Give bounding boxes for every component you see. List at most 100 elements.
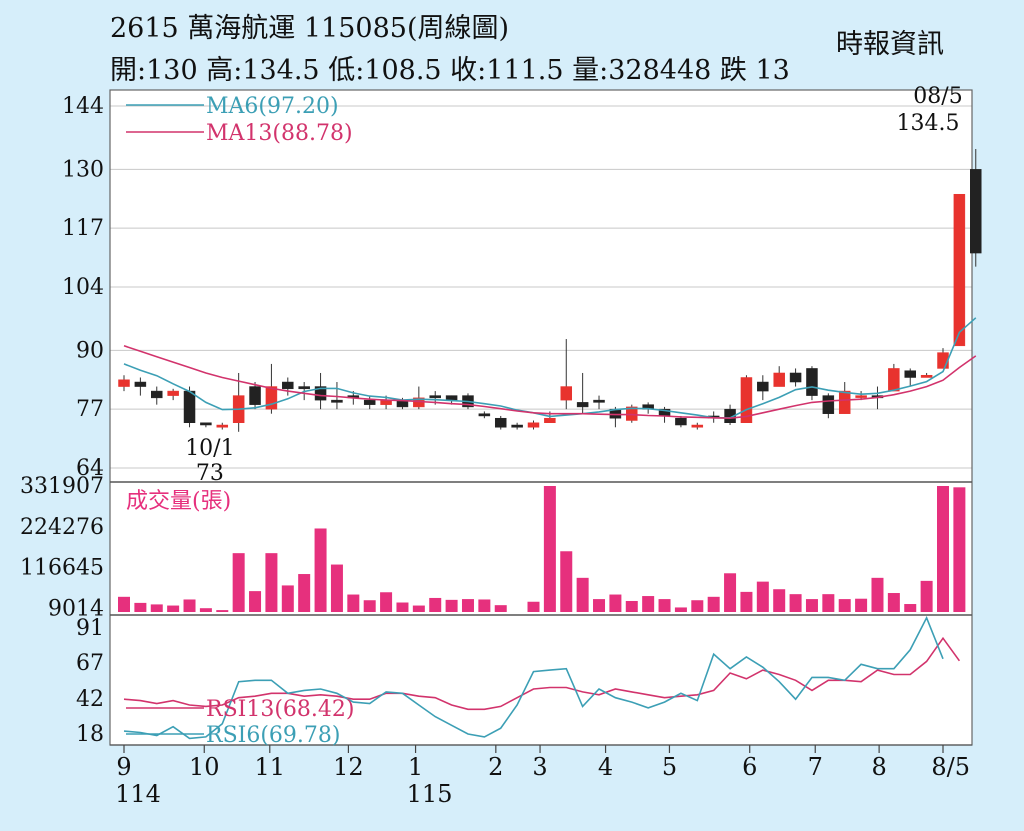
candle-body	[298, 386, 310, 390]
rsi13-legend: RSI13(68.42)	[206, 697, 354, 722]
x-tick-label: 11	[255, 753, 286, 781]
candle-body	[216, 424, 229, 428]
candle-body	[134, 381, 147, 387]
candle-body	[970, 169, 982, 254]
volume-bar	[855, 598, 868, 612]
x-year-label: 115	[407, 780, 453, 808]
ma6-legend: MA6(97.20)	[206, 94, 339, 119]
chart-title: 2615 萬海航運 115085(周線圖)	[110, 13, 510, 44]
ma6-line	[123, 317, 977, 419]
candle-body	[822, 395, 835, 414]
candle-body	[183, 390, 196, 424]
rsi6-legend: RSI6(69.78)	[206, 723, 340, 748]
candle-body	[511, 424, 523, 428]
volume-bar	[249, 591, 262, 612]
candle-body	[314, 386, 327, 401]
volume-bar	[937, 486, 949, 612]
volume-bar	[593, 599, 606, 612]
ma13-line	[123, 345, 977, 420]
rsi-tick-label: 42	[76, 687, 104, 712]
price-tick-label: 130	[62, 157, 104, 182]
volume-bar	[199, 608, 212, 612]
volume-bar	[707, 596, 720, 612]
candle-body	[773, 372, 785, 387]
rsi13-line	[123, 636, 961, 711]
x-tick-label: 8/5	[931, 753, 970, 781]
x-tick-label: 4	[598, 753, 613, 781]
candle-body	[151, 390, 163, 399]
volume-bar	[527, 601, 540, 612]
x-tick-label: 2	[488, 753, 503, 781]
candle-body	[167, 390, 179, 396]
volume-bar	[904, 604, 917, 612]
rsi-tick-label: 67	[76, 651, 104, 676]
low-date-label: 10/1	[185, 436, 234, 461]
volume-bar	[216, 610, 229, 612]
volume-bar	[576, 577, 589, 612]
volume-bar	[543, 486, 556, 612]
candle-body	[724, 408, 736, 423]
candle-body	[544, 417, 556, 424]
volume-bar	[691, 600, 704, 612]
volume-tick-label: 224276	[20, 515, 104, 540]
volume-bar	[478, 599, 491, 612]
candle-body	[675, 417, 687, 426]
x-tick-label: 7	[808, 753, 823, 781]
volume-bar	[674, 607, 687, 612]
candle-body	[953, 193, 966, 347]
x-tick-label: 3	[532, 753, 547, 781]
volume-bar	[756, 581, 769, 612]
volume-bar	[920, 580, 933, 612]
candle-body	[789, 372, 802, 383]
x-year-label: 114	[115, 780, 161, 808]
price-tick-label: 104	[62, 275, 104, 300]
volume-bar	[298, 574, 311, 612]
volume-bar	[724, 573, 737, 612]
candle-body	[118, 379, 130, 387]
x-tick-label: 9	[116, 753, 131, 781]
rsi-tick-label: 18	[76, 722, 104, 747]
source-label: 時報資訊	[836, 29, 944, 60]
price-tick-label: 64	[76, 456, 104, 481]
x-tick-label: 6	[742, 753, 757, 781]
candle-body	[740, 377, 753, 423]
volume-bar	[232, 553, 245, 612]
volume-bar	[642, 596, 655, 612]
volume-bar	[167, 605, 180, 612]
candle-body	[560, 386, 573, 401]
volume-tick-label: 331907	[20, 474, 104, 499]
price-tick-label: 144	[62, 94, 104, 119]
volume-bar	[380, 592, 393, 612]
candle-body	[920, 374, 933, 378]
candle-body	[363, 399, 376, 405]
volume-bar	[560, 551, 573, 612]
candle-body	[249, 386, 261, 405]
candle-body	[904, 370, 916, 378]
candle-body	[576, 402, 589, 408]
volume-bar	[740, 591, 753, 612]
candle-body	[429, 395, 441, 399]
volume-bar	[265, 553, 278, 612]
price-panel	[118, 148, 982, 432]
volume-bar	[609, 594, 622, 612]
volume-title: 成交量(張)	[126, 489, 231, 514]
volume-bar	[887, 593, 900, 612]
ma13-legend: MA13(88.78)	[206, 121, 353, 146]
volume-bar	[134, 602, 147, 612]
candle-body	[757, 381, 769, 392]
candle-body	[593, 399, 605, 403]
candle-body	[937, 352, 949, 369]
candle-body	[282, 381, 294, 390]
volume-tick-label: 9014	[48, 597, 104, 622]
volume-bar	[838, 599, 851, 612]
high-date-label: 08/5	[913, 84, 962, 109]
candle-body	[331, 399, 343, 403]
candle-body	[888, 368, 900, 392]
rsi6-line	[123, 615, 944, 740]
rsi-tick-label: 91	[76, 616, 104, 641]
volume-bar	[871, 577, 884, 612]
candle-body	[527, 422, 540, 428]
price-tick-label: 117	[62, 216, 104, 241]
candle-body	[478, 413, 491, 417]
candle-body	[838, 390, 851, 414]
